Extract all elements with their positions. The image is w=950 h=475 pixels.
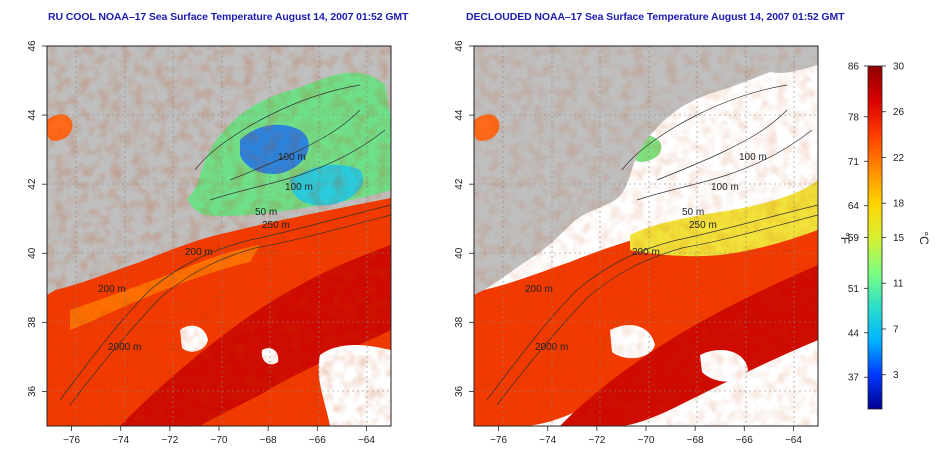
sst-texture (47, 46, 391, 426)
latitude-tick-label: 36 (27, 385, 38, 397)
latitude-tick-label: 44 (27, 109, 38, 121)
fahrenheit-tick-label: 71 (848, 157, 860, 168)
contour-label: 200 m (632, 247, 660, 258)
contour-label: 50 m (682, 207, 704, 218)
longitude-tick-label: −64 (358, 435, 375, 446)
latitude-tick-label: 36 (454, 385, 465, 397)
bathymetry-contours (59, 84, 391, 406)
grid-lines (474, 46, 818, 426)
contour-label: 50 m (255, 207, 277, 218)
latitude-tick-label: 42 (27, 178, 38, 190)
celsius-tick-label: 26 (893, 107, 905, 118)
celsius-tick-label: 3 (893, 370, 899, 381)
left-map-axes: −76 −74 −72 −70 −68 −66 −64 36 38 40 42 44 46 (27, 40, 375, 446)
contour-label: 200 m (98, 284, 126, 295)
longitude-tick-label: −66 (736, 435, 753, 446)
fahrenheit-unit-label: °F (838, 232, 852, 244)
contour-label: 100 m (278, 152, 306, 163)
contour-label: 250 m (262, 220, 290, 231)
grid-lines (47, 46, 391, 426)
sst-texture (474, 46, 818, 426)
celsius-unit-label: °C (917, 231, 931, 245)
fahrenheit-tick-label: 78 (848, 112, 860, 123)
right-sst-map: 100 m 100 m 50 m 250 m 200 m 200 m 2000 … (474, 46, 818, 426)
celsius-tick-label: 30 (893, 62, 905, 73)
celsius-tick-label: 7 (893, 324, 899, 335)
latitude-tick-label: 46 (27, 40, 38, 52)
fahrenheit-tick-label: 37 (848, 373, 860, 384)
contour-label: 2000 m (108, 342, 141, 353)
latitude-tick-label: 40 (454, 247, 465, 259)
celsius-tick-label: 15 (893, 233, 905, 244)
celsius-tick-label: 18 (893, 199, 905, 210)
contour-labels: 100 m 100 m 50 m 250 m 200 m 200 m 2000 … (98, 152, 313, 353)
contour-labels: 100 m 100 m 50 m 250 m 200 m 200 m 2000 … (525, 152, 767, 353)
longitude-tick-label: −76 (490, 435, 507, 446)
colorbar: 30 26 22 18 15 11 7 3 86 78 71 64 59 51 44 37 °F °C (838, 62, 931, 410)
bathymetry-contours (486, 84, 818, 406)
latitude-tick-label: 42 (454, 178, 465, 190)
fahrenheit-tick-label: 51 (848, 284, 860, 295)
latitude-tick-label: 44 (454, 109, 465, 121)
longitude-tick-label: −68 (260, 435, 277, 446)
colorbar-gradient (867, 65, 883, 410)
longitude-tick-label: −72 (588, 435, 605, 446)
longitude-tick-label: −64 (785, 435, 802, 446)
contour-label: 200 m (525, 284, 553, 295)
contour-label: 100 m (711, 182, 739, 193)
longitude-tick-label: −70 (211, 435, 228, 446)
contour-label: 100 m (739, 152, 767, 163)
contour-label: 200 m (185, 247, 213, 258)
contour-label: 2000 m (535, 342, 568, 353)
left-panel-title: RU COOL NOAA–17 Sea Surface Temperature … (48, 11, 409, 23)
colorbar-ticks: 30 26 22 18 15 11 7 3 86 78 71 64 59 51 44 37 (848, 62, 905, 384)
right-map-axes: −76 −74 −72 −70 −68 −66 −64 36 38 40 42 44 46 (454, 40, 802, 446)
fahrenheit-tick-label: 44 (848, 328, 860, 339)
latitude-tick-label: 40 (27, 247, 38, 259)
contour-label: 100 m (285, 182, 313, 193)
left-sst-map: 100 m 100 m 50 m 250 m 200 m 200 m 2000 … (47, 46, 391, 426)
longitude-tick-label: −66 (309, 435, 326, 446)
celsius-tick-label: 11 (893, 279, 904, 290)
fahrenheit-tick-label: 59 (848, 233, 860, 244)
longitude-tick-label: −74 (112, 435, 129, 446)
right-panel-title: DECLOUDED NOAA–17 Sea Surface Temperatur… (466, 11, 845, 23)
longitude-tick-label: −68 (687, 435, 704, 446)
latitude-tick-label: 38 (27, 316, 38, 328)
fahrenheit-tick-label: 64 (848, 201, 860, 212)
latitude-tick-label: 46 (454, 40, 465, 52)
longitude-tick-label: −70 (638, 435, 655, 446)
celsius-tick-label: 22 (893, 153, 905, 164)
latitude-tick-label: 38 (454, 316, 465, 328)
fahrenheit-tick-label: 86 (848, 62, 860, 73)
longitude-tick-label: −72 (161, 435, 178, 446)
longitude-tick-label: −74 (539, 435, 556, 446)
contour-label: 250 m (689, 220, 717, 231)
longitude-tick-label: −76 (63, 435, 80, 446)
